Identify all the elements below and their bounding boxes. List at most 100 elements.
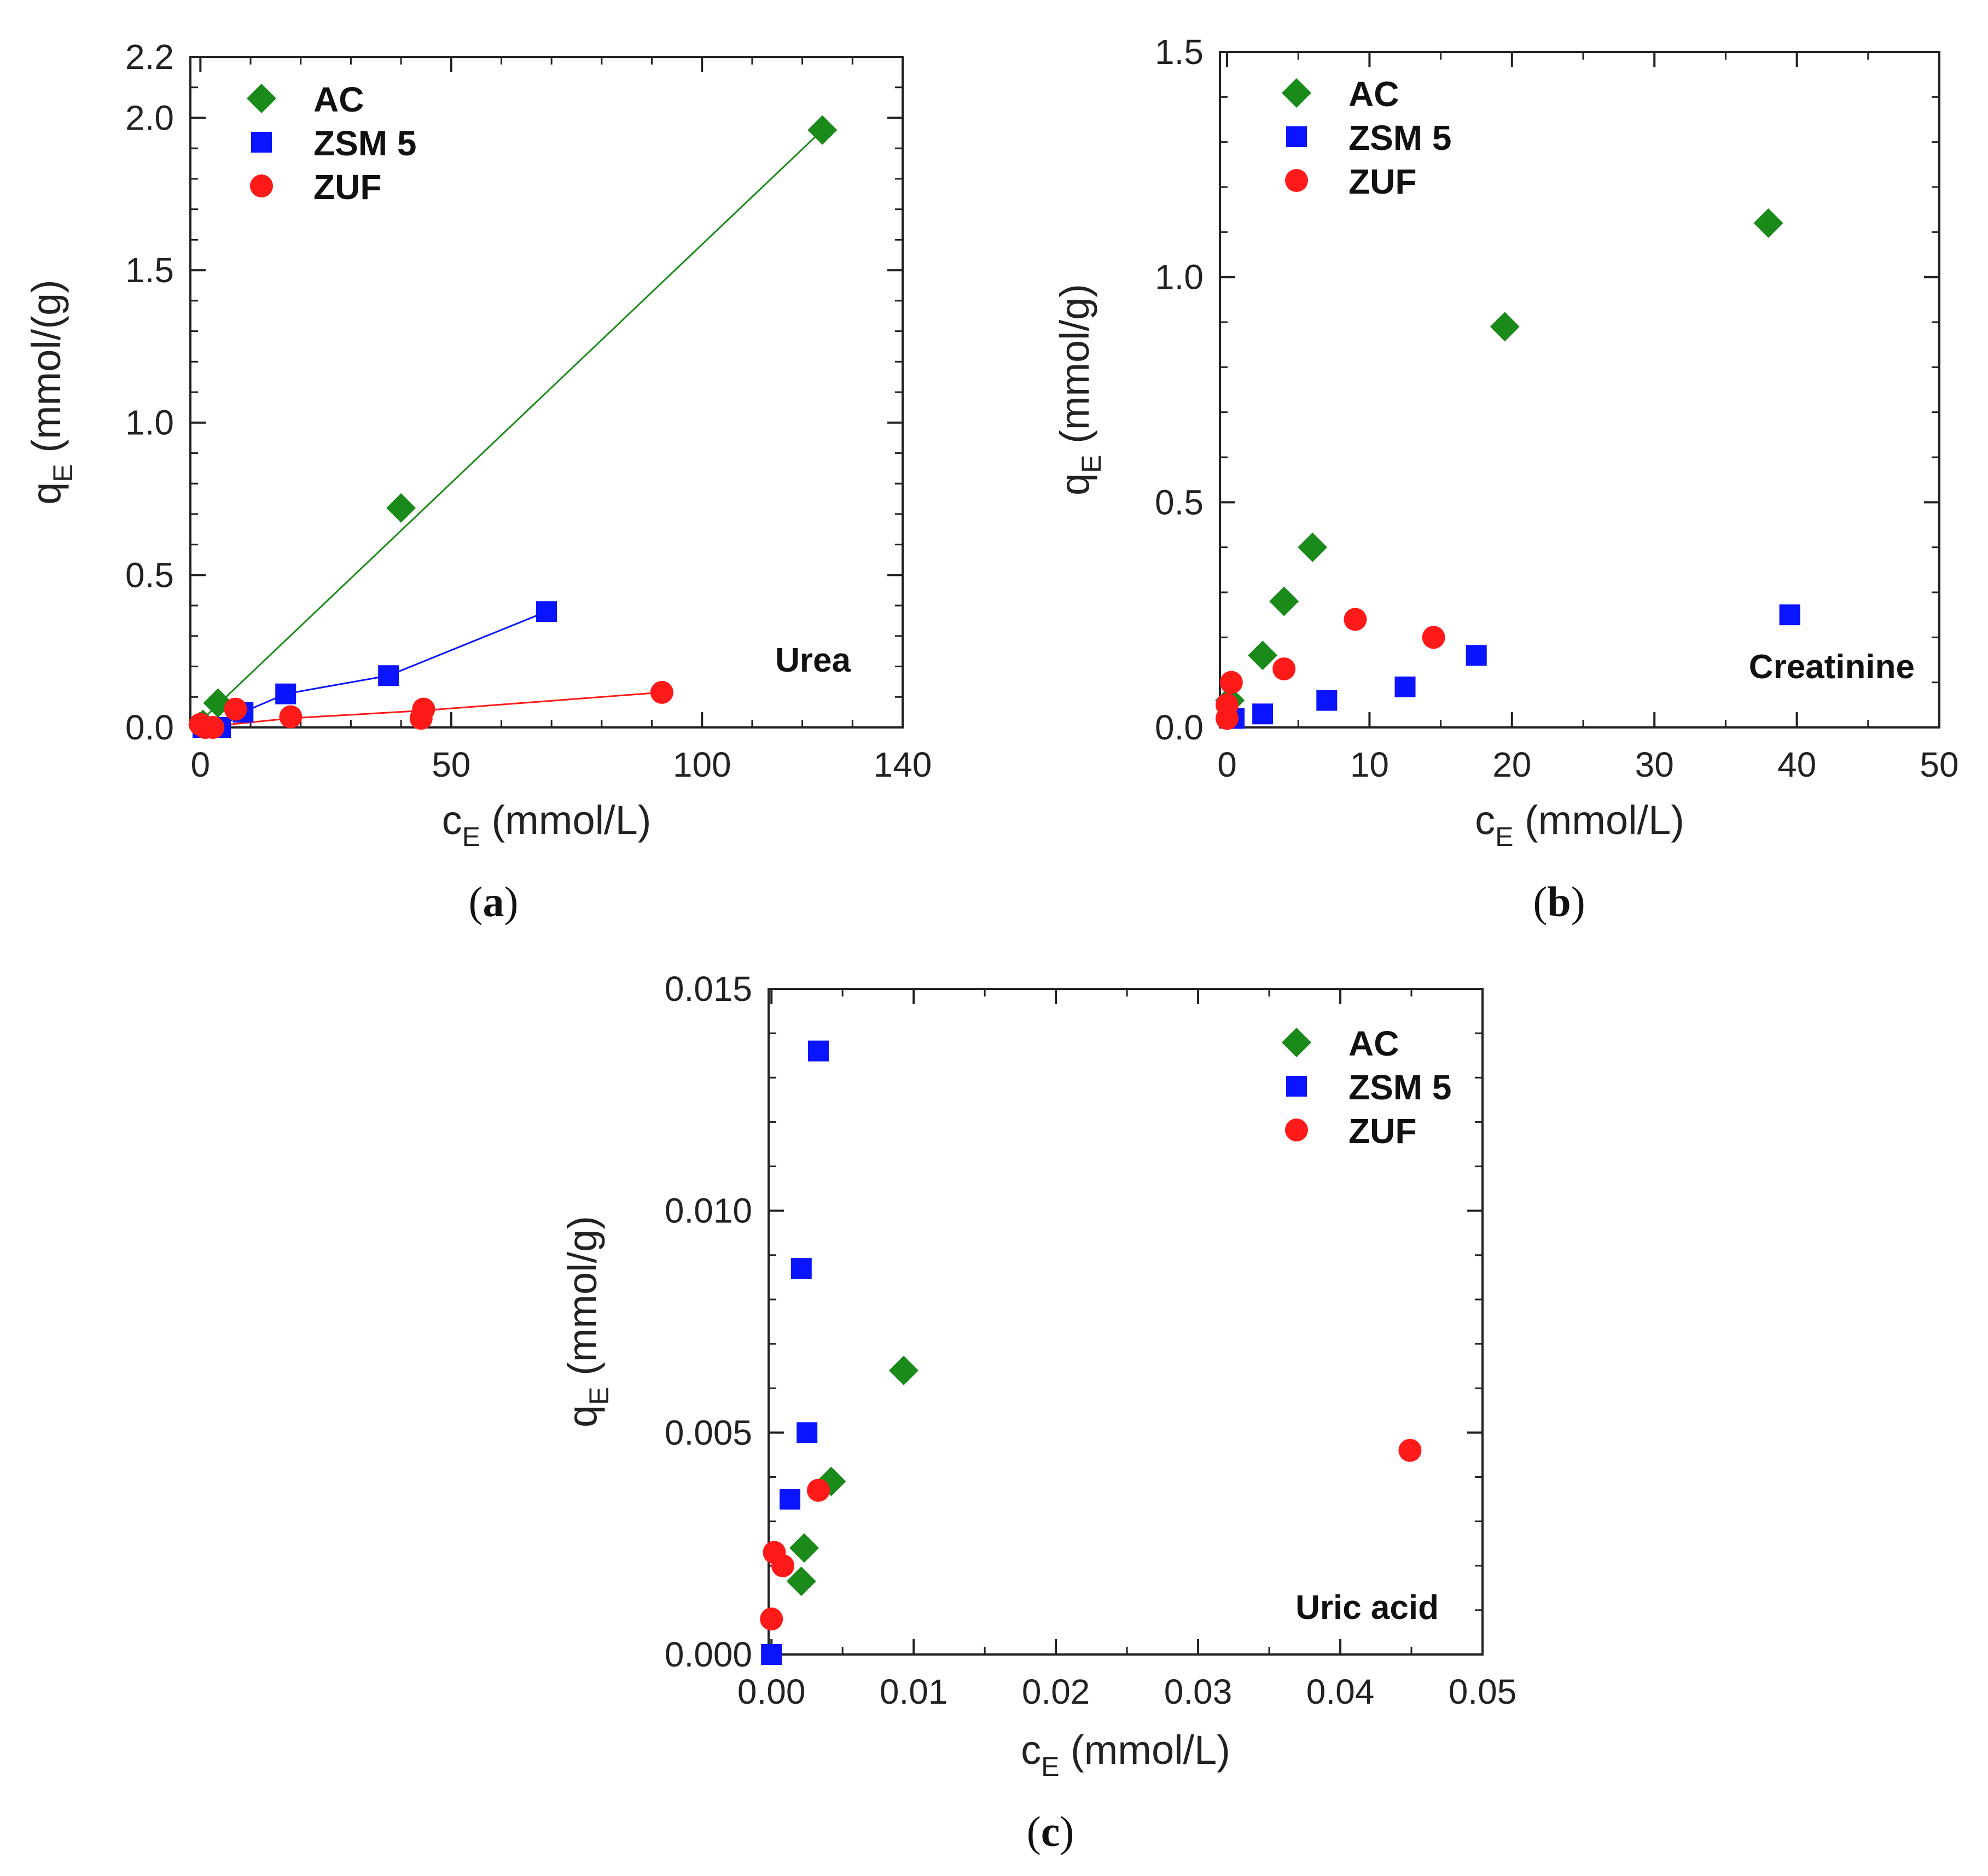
legend-marker-square (1286, 1076, 1307, 1097)
x-tick-label: 0.05 (1449, 1672, 1517, 1711)
x-tick-label: 0.03 (1164, 1672, 1233, 1711)
legend-marker-circle (1285, 1118, 1308, 1141)
legend: AC ZSM 5 ZUF (247, 80, 416, 207)
fit-line-zuf (200, 691, 662, 729)
legend-label: ZUF (1348, 1111, 1416, 1151)
x-tick-label: 0.00 (737, 1672, 806, 1711)
plot-frame (1219, 51, 1940, 729)
data-point (386, 493, 416, 523)
y-tick-label: 0.0 (1155, 708, 1204, 747)
data-point (760, 1607, 783, 1631)
legend-label: ZSM 5 (313, 124, 416, 163)
data-point (761, 1644, 782, 1665)
data-point (1216, 693, 1239, 716)
analyte-label: Urea (775, 642, 851, 679)
legend-label: ZUF (1348, 162, 1416, 201)
data-point (378, 665, 399, 686)
y-axis-label: qE (mmol/g) (560, 1216, 614, 1428)
data-point (224, 697, 247, 721)
legend-label: AC (1348, 1024, 1399, 1063)
legend-label: ZSM 5 (1348, 118, 1451, 158)
chart-panel-b: 0 10 20 30 40 50 0.0 0.5 1.0 1.5 cE (mmol/L) qE (mm… (1052, 32, 1959, 925)
x-axis-label: cE (mmol/L) (1475, 797, 1684, 852)
x-tick-label: 50 (1920, 745, 1958, 784)
panel-label: (b) (1533, 878, 1585, 925)
data-point (1269, 586, 1299, 616)
x-tick-label: 100 (673, 745, 731, 784)
chart-panel-c: 0.00 0.01 0.02 0.03 0.04 0.05 0.000 0.005 0.010 0… (560, 969, 1516, 1855)
series-ac (1215, 208, 1783, 715)
series-ac (786, 1355, 919, 1597)
y-axis-label: qE (mmol/g) (1052, 284, 1107, 496)
analyte-label: Creatinine (1749, 648, 1915, 686)
data-point (771, 1554, 794, 1577)
x-tick-label: 140 (874, 745, 932, 784)
axis-ticks (1220, 51, 1940, 729)
data-point (779, 1489, 800, 1510)
data-point (275, 683, 297, 704)
axis-ticks (190, 56, 904, 729)
data-point (201, 716, 225, 739)
series-zsm5 (1224, 604, 1800, 729)
legend-marker-diamond (247, 84, 276, 113)
series-zuf (1216, 608, 1445, 730)
x-tick-label: 10 (1350, 745, 1389, 784)
x-tick-label: 0 (1217, 745, 1237, 784)
legend-label: AC (313, 80, 364, 119)
data-point (412, 697, 435, 721)
y-tick-label: 0.5 (1155, 482, 1204, 522)
panel-label: (c) (1027, 1808, 1074, 1855)
data-point (1248, 640, 1278, 671)
data-point (1316, 690, 1338, 711)
y-tick-label: 0.005 (665, 1413, 752, 1452)
y-tick-label: 0.0 (125, 708, 174, 747)
data-point (1344, 608, 1367, 631)
data-point (1779, 604, 1800, 626)
data-point (806, 1478, 830, 1502)
y-tick-label: 0.5 (125, 555, 174, 595)
data-point (1466, 645, 1487, 666)
y-tick-label: 0.015 (665, 969, 752, 1009)
y-tick-label: 2.0 (125, 98, 174, 137)
legend-marker-diamond (1282, 1028, 1311, 1057)
panel-label: (a) (469, 878, 519, 925)
data-point (279, 705, 303, 729)
data-point (1394, 676, 1416, 697)
legend-marker-square (251, 132, 272, 153)
plot-frame (768, 988, 1484, 1656)
data-point (1422, 626, 1445, 649)
chart-panel-a: 0 50 100 140 0.0 0.5 1.0 1.5 2.0 2.2 cE (mmol/L) qE… (24, 37, 932, 925)
legend-marker-circle (250, 174, 273, 197)
y-tick-label: 0.010 (665, 1191, 752, 1231)
data-point (1272, 657, 1296, 680)
data-point (1219, 671, 1243, 694)
y-axis-label: qE (mmol/(g) (24, 279, 78, 505)
x-tick-label: 50 (432, 745, 470, 784)
series-zuf (189, 680, 673, 739)
x-tick-label: 40 (1777, 745, 1816, 784)
x-tick-label: 20 (1492, 745, 1531, 784)
legend-marker-diamond (1282, 78, 1311, 108)
data-point (1252, 703, 1274, 725)
legend-marker-square (1286, 126, 1307, 147)
series-zsm5 (192, 601, 557, 738)
data-point (807, 115, 838, 145)
x-axis-label: cE (mmol/L) (1021, 1727, 1230, 1782)
series-zuf (760, 1438, 1422, 1631)
x-tick-label: 30 (1635, 745, 1674, 784)
data-point (797, 1422, 818, 1443)
y-tick-label: 1.5 (1155, 32, 1204, 72)
y-tick-label: 1.0 (125, 403, 174, 442)
x-tick-label: 0.01 (880, 1672, 948, 1711)
data-point (650, 680, 673, 704)
legend-label: ZUF (313, 167, 381, 207)
data-point (536, 601, 557, 622)
data-point (786, 1566, 816, 1597)
data-point (1490, 312, 1520, 342)
data-point (1298, 532, 1328, 562)
y-tick-label: 2.2 (125, 37, 174, 77)
data-point (807, 1040, 829, 1062)
